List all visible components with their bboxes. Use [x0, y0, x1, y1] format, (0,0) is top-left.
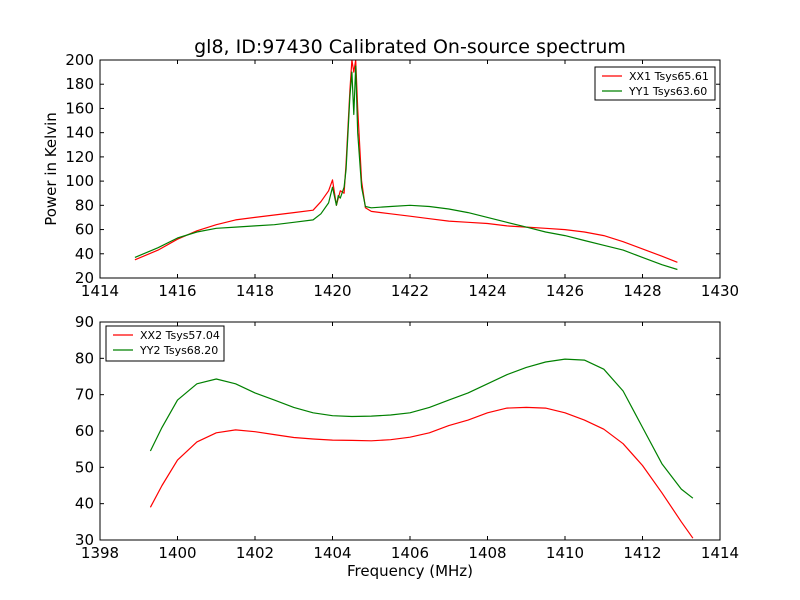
x-tick-label: 1404: [313, 544, 351, 562]
chart-title: gl8, ID:97430 Calibrated On-source spect…: [194, 36, 626, 58]
x-tick-label: 1408: [468, 544, 506, 562]
y-tick-label: 80: [75, 196, 94, 214]
y-tick-label: 30: [75, 531, 94, 549]
x-tick-label: 1428: [623, 282, 661, 300]
y-tick-label: 180: [65, 75, 94, 93]
x-tick-label: 1412: [623, 544, 661, 562]
y-tick-label: 40: [75, 495, 94, 513]
y-tick-label: 40: [75, 245, 94, 263]
x-tick-label: 1418: [236, 282, 274, 300]
x-tick-label: 1410: [546, 544, 584, 562]
y-tick-label: 200: [65, 51, 94, 69]
x-tick-label: 1424: [468, 282, 506, 300]
x-axis-label: Frequency (MHz): [347, 562, 473, 580]
y-tick-label: 60: [75, 221, 94, 239]
y-tick-label: 90: [75, 313, 94, 331]
x-tick-label: 1422: [391, 282, 429, 300]
x-tick-label: 1406: [391, 544, 429, 562]
x-tick-label: 1416: [158, 282, 196, 300]
legend-entry: YY2 Tsys68.20: [139, 344, 218, 357]
series-line-xx-panel-0: [134, 60, 678, 263]
x-tick-label: 1414: [81, 282, 119, 300]
legend-box: [594, 66, 716, 101]
x-tick-label: 1420: [313, 282, 351, 300]
y-axis-label: Power in Kelvin: [42, 112, 60, 226]
series-line-yy-panel-1: [149, 358, 694, 499]
legend-entry: XX2 Tsys57.04: [140, 329, 220, 342]
y-tick-label: 140: [65, 124, 94, 142]
legend-box: [105, 325, 225, 362]
top-panel: 1414 1416 1418 1420 1422 1424 1426 1428 1430 20 40…: [65, 51, 739, 300]
x-tick-label: 1414: [701, 544, 739, 562]
y-tick-label: 160: [65, 99, 94, 117]
legend: XX2 Tsys57.04 YY2 Tsys68.20: [105, 325, 225, 362]
legend: XX1 Tsys65.61 YY1 Tsys63.60: [594, 66, 716, 101]
legend-entry: XX1 Tsys65.61: [629, 70, 709, 83]
x-tick-label: 1426: [546, 282, 584, 300]
y-tick-label: 60: [75, 422, 94, 440]
y-tick-label: 70: [75, 386, 94, 404]
series-line-xx-panel-1: [149, 406, 694, 539]
x-tick-label: 1430: [701, 282, 739, 300]
legend-entry: YY1 Tsys63.60: [628, 85, 707, 98]
y-tick-label: 50: [75, 458, 94, 476]
series-line-yy-panel-0: [134, 65, 678, 271]
x-tick-label: 1398: [81, 544, 119, 562]
y-tick-label: 20: [75, 269, 94, 287]
bottom-panel: 1398 1400 1402 1404 1406 1408 1410 1412 1414 30 40…: [75, 313, 739, 562]
y-tick-label: 80: [75, 349, 94, 367]
x-tick-label: 1400: [158, 544, 196, 562]
y-tick-label: 120: [65, 148, 94, 166]
x-tick-label: 1402: [236, 544, 274, 562]
y-tick-label: 100: [65, 172, 94, 190]
